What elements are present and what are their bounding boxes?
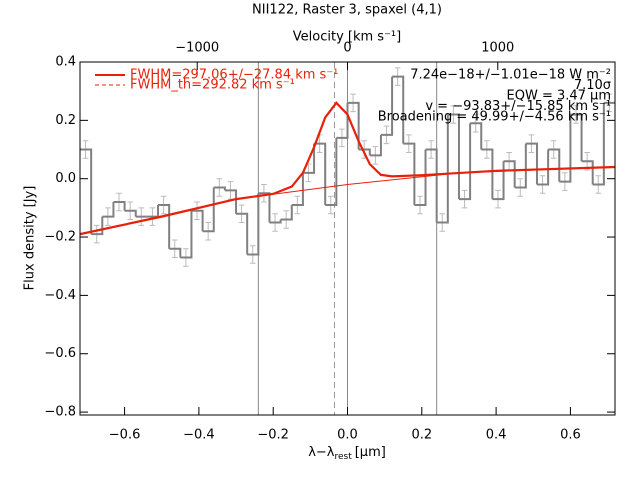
step [314,142,327,205]
step [548,148,561,182]
x-axis-label: λ−λrest [μm] [308,445,386,462]
x-label-sub: rest [334,452,352,462]
y-tick-label: −0.4 [44,288,76,303]
step [425,148,438,223]
step [325,137,338,206]
top-tick-label: −1000 [175,41,219,56]
step [347,101,360,150]
x-tick-label: 0.0 [337,428,358,443]
annotation: 7.10σ [574,78,611,93]
step [447,113,460,200]
step [570,113,583,162]
step [592,102,605,186]
x-tick-label: 0.4 [486,428,507,443]
step [124,209,137,217]
legend-label: FWHM=297.06+/−27.84 km s⁻¹ [130,68,338,83]
annotation: 7.24e−18+/−1.01e−18 W m⁻² [410,68,611,83]
step [291,172,304,206]
top-tick-label: 1000 [481,41,514,56]
step [492,161,505,201]
annotation: Broadening = 49.99+/−4.56 km s⁻¹ [378,110,611,125]
x-tick-label: 0.6 [560,428,581,443]
y-tick-label: −0.8 [44,405,76,420]
x-tick-label: 0.2 [411,428,432,443]
step [525,142,538,185]
step [191,209,204,232]
line-fit [79,101,616,236]
step [514,143,527,189]
step [403,142,416,205]
step [380,76,394,136]
step [302,143,316,174]
x-tick-label: −0.6 [109,428,141,443]
step [481,148,494,200]
step [91,216,104,236]
y-tick-label: 0.4 [55,55,76,70]
y-tick-label: −0.6 [44,346,76,361]
y-tick-label: −0.2 [44,230,76,245]
step [559,114,572,183]
y-axis-label: Flux density [Jy] [23,186,38,291]
step [247,193,260,256]
top-axis-label: Velocity [km s⁻¹] [293,30,401,45]
step [458,123,472,201]
x-tick-label: −0.4 [183,428,215,443]
step [113,201,126,211]
step [436,114,449,224]
step [470,122,483,150]
y-tick-label: 0.0 [55,171,76,186]
step [102,202,115,218]
x-tick-label: −0.2 [257,428,289,443]
step [158,203,171,249]
legend-label: FWHM_th=292.82 km s⁻¹ [130,78,295,93]
step [180,210,193,259]
step [503,160,516,188]
x-label-main: λ−λ [308,445,335,460]
y-tick-label: 0.2 [55,113,76,128]
step [169,247,182,258]
top-tick-label: 0 [343,41,351,56]
step [236,212,249,255]
step [80,148,93,235]
step [280,204,293,221]
step [414,149,427,206]
step [536,149,550,186]
step [392,75,405,144]
step [202,187,215,233]
step [581,160,594,185]
chart-title: NII122, Raster 3, spaxel (4,1) [252,3,442,18]
annotation: EQW = 3.47 μm [507,89,611,104]
step [224,189,238,214]
annotation: v = −93.83+/−15.85 km s⁻¹ [425,99,611,114]
x-label-unit: [μm] [355,445,386,460]
step [369,134,382,157]
